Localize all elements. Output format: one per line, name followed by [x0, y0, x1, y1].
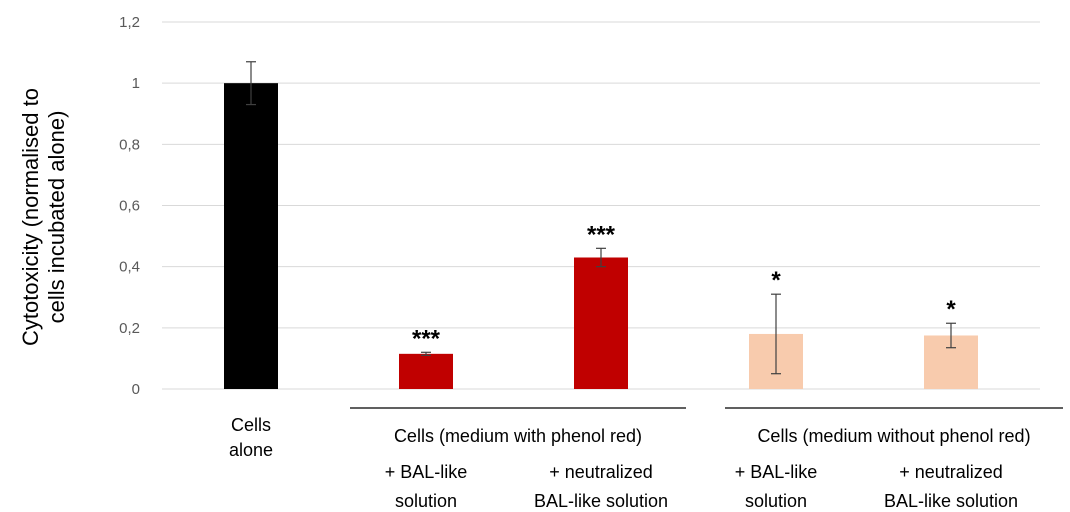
category-label: + neutralized BAL-like solution	[534, 462, 668, 511]
y-axis-ticks: 0 0,2 0,4 0,6 0,8 1 1,2	[119, 14, 140, 398]
category-label: + neutralized BAL-like solution	[884, 462, 1018, 511]
bar	[574, 257, 628, 389]
category-label: Cells alone	[229, 415, 273, 460]
group-label: Cells (medium with phenol red)	[394, 426, 642, 446]
bar	[399, 353, 453, 389]
significance-mark: ***	[412, 325, 441, 352]
y-tick-label: 1	[132, 75, 140, 92]
y-tick-label: 0,8	[119, 136, 140, 153]
y-tick-label: 0	[132, 381, 140, 398]
bar	[224, 83, 278, 390]
significance-labels: ********	[412, 221, 956, 352]
group-labels: Cells (medium with phenol red) Cells (med…	[350, 407, 1063, 446]
error-bars	[246, 61, 956, 375]
category-label: + BAL-like solution	[735, 462, 818, 511]
y-axis-title: Cytotoxicity (normalised tocells incubat…	[18, 88, 69, 346]
category-label: + BAL-like solution	[385, 462, 468, 511]
y-axis-label: Cytotoxicity (normalised tocells incubat…	[18, 88, 69, 346]
category-labels: Cells alone + BAL-like solution + neutralize…	[229, 415, 1018, 511]
y-tick-label: 0,6	[119, 198, 140, 215]
significance-mark: ***	[587, 221, 616, 248]
significance-mark: *	[771, 267, 781, 294]
y-tick-label: 0,2	[119, 320, 140, 337]
y-tick-label: 0,4	[119, 259, 140, 276]
significance-mark: *	[946, 296, 956, 323]
y-tick-label: 1,2	[119, 14, 140, 31]
group-label: Cells (medium without phenol red)	[757, 426, 1030, 446]
